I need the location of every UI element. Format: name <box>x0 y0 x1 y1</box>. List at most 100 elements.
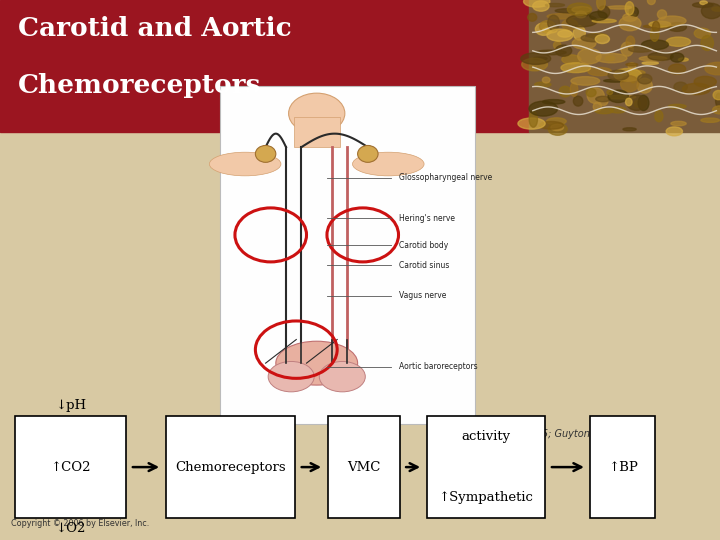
Ellipse shape <box>539 21 555 32</box>
Ellipse shape <box>716 93 720 107</box>
Ellipse shape <box>573 96 582 106</box>
Ellipse shape <box>626 36 635 48</box>
Ellipse shape <box>562 55 581 64</box>
Ellipse shape <box>701 3 720 19</box>
Text: Vagus nerve: Vagus nerve <box>399 291 446 300</box>
Ellipse shape <box>621 42 634 56</box>
Ellipse shape <box>597 0 606 10</box>
Bar <box>15 416 127 518</box>
Ellipse shape <box>700 1 707 4</box>
Ellipse shape <box>548 123 567 136</box>
Ellipse shape <box>559 86 571 97</box>
Ellipse shape <box>713 106 720 114</box>
Ellipse shape <box>536 23 552 35</box>
Ellipse shape <box>667 23 686 31</box>
Ellipse shape <box>614 69 642 81</box>
Ellipse shape <box>575 11 586 18</box>
Ellipse shape <box>581 34 608 42</box>
Ellipse shape <box>643 25 672 28</box>
Ellipse shape <box>678 58 688 61</box>
Ellipse shape <box>701 36 714 51</box>
Ellipse shape <box>588 68 612 76</box>
Ellipse shape <box>606 56 615 61</box>
Ellipse shape <box>713 91 720 100</box>
Ellipse shape <box>701 118 719 123</box>
Text: ↑Sympathetic: ↑Sympathetic <box>438 491 534 504</box>
Bar <box>426 416 546 518</box>
Ellipse shape <box>533 57 547 60</box>
Ellipse shape <box>647 0 655 4</box>
Bar <box>294 117 340 147</box>
Ellipse shape <box>619 16 641 31</box>
Ellipse shape <box>542 77 550 83</box>
Bar <box>328 416 400 518</box>
Ellipse shape <box>634 100 640 107</box>
Ellipse shape <box>570 83 577 96</box>
Ellipse shape <box>712 7 720 11</box>
Ellipse shape <box>593 102 601 111</box>
Text: Carotid sinus: Carotid sinus <box>399 261 449 270</box>
Text: VMC: VMC <box>347 461 380 474</box>
Text: Chemoreceptors: Chemoreceptors <box>175 461 286 474</box>
Ellipse shape <box>571 77 600 85</box>
Ellipse shape <box>648 52 673 60</box>
Ellipse shape <box>572 6 591 12</box>
Text: Chemoreceptors: Chemoreceptors <box>18 73 261 98</box>
Ellipse shape <box>523 0 550 7</box>
Ellipse shape <box>649 21 671 27</box>
Ellipse shape <box>588 33 607 37</box>
Text: ↑CO2: ↑CO2 <box>50 461 91 474</box>
Ellipse shape <box>674 82 688 92</box>
Ellipse shape <box>529 101 557 116</box>
Ellipse shape <box>592 19 616 23</box>
Bar <box>166 416 295 518</box>
Text: activity: activity <box>462 430 510 443</box>
Ellipse shape <box>522 58 547 71</box>
Ellipse shape <box>626 63 638 66</box>
Ellipse shape <box>642 62 658 64</box>
Ellipse shape <box>567 3 592 16</box>
Ellipse shape <box>694 76 716 87</box>
Text: Hering's nerve: Hering's nerve <box>399 213 454 222</box>
Text: Carotid and Aortic: Carotid and Aortic <box>18 16 292 41</box>
Ellipse shape <box>607 90 613 94</box>
Ellipse shape <box>652 21 660 33</box>
Ellipse shape <box>595 35 609 44</box>
Ellipse shape <box>608 90 629 103</box>
Text: Aortic baroreceptors: Aortic baroreceptors <box>399 362 477 371</box>
Text: Figure 18-5; Guyton and Hall: Figure 18-5; Guyton and Hall <box>492 429 634 440</box>
Text: Carotid body: Carotid body <box>399 240 448 249</box>
Ellipse shape <box>551 124 564 131</box>
Ellipse shape <box>598 6 610 18</box>
Ellipse shape <box>518 118 545 129</box>
Ellipse shape <box>638 74 652 84</box>
Ellipse shape <box>548 15 559 31</box>
Ellipse shape <box>586 89 596 97</box>
Ellipse shape <box>561 63 590 72</box>
Ellipse shape <box>658 16 686 25</box>
Ellipse shape <box>358 145 378 163</box>
Ellipse shape <box>625 2 634 15</box>
Ellipse shape <box>622 70 645 76</box>
Ellipse shape <box>671 122 686 126</box>
Bar <box>0 0 529 132</box>
Ellipse shape <box>623 128 636 131</box>
Ellipse shape <box>605 96 636 99</box>
Ellipse shape <box>683 83 711 94</box>
Ellipse shape <box>626 95 647 110</box>
Ellipse shape <box>657 10 667 19</box>
Ellipse shape <box>595 96 610 102</box>
Ellipse shape <box>598 97 608 105</box>
Ellipse shape <box>535 82 551 87</box>
Ellipse shape <box>289 93 345 133</box>
Ellipse shape <box>626 98 632 106</box>
Ellipse shape <box>637 78 652 93</box>
Ellipse shape <box>555 9 582 13</box>
Bar <box>590 416 655 518</box>
Ellipse shape <box>629 7 639 17</box>
Ellipse shape <box>542 28 557 33</box>
Text: Copyright © 2006 by Elsevier, Inc.: Copyright © 2006 by Elsevier, Inc. <box>11 519 149 528</box>
Ellipse shape <box>629 46 652 52</box>
Ellipse shape <box>639 56 667 61</box>
Ellipse shape <box>705 62 720 75</box>
